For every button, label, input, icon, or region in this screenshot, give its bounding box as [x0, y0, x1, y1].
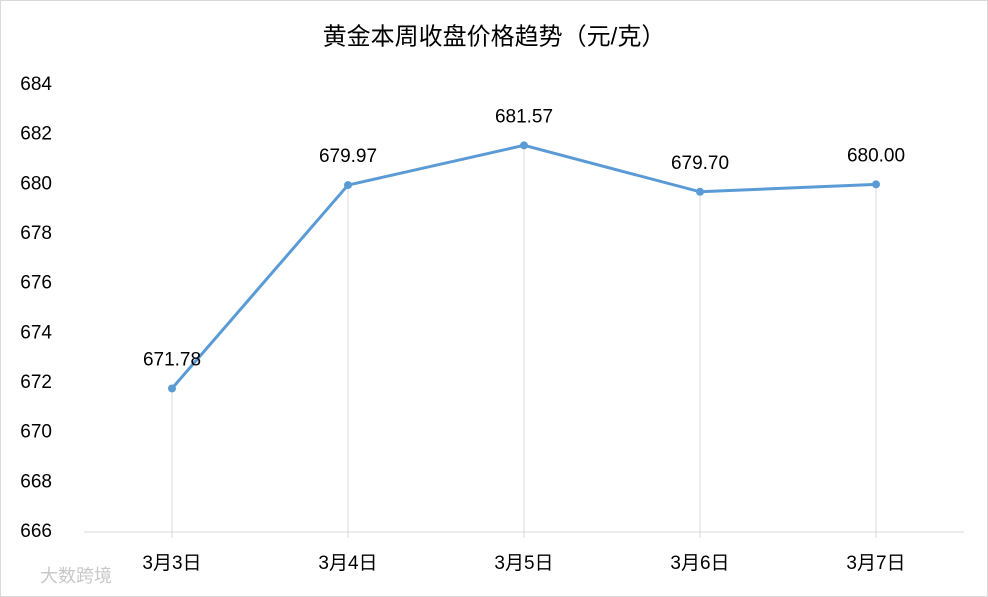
x-tick-label: 3月3日 [142, 553, 201, 574]
x-tick-label: 3月7日 [846, 553, 905, 574]
x-tick-label: 3月6日 [670, 553, 729, 574]
y-tick-label: 668 [20, 471, 52, 492]
y-tick-label: 670 [20, 422, 52, 443]
data-label: 679.97 [319, 146, 377, 167]
x-tick-label: 3月5日 [494, 553, 553, 574]
watermark: 大数跨境 [40, 566, 112, 586]
point [520, 141, 528, 150]
y-tick-label: 672 [20, 372, 52, 393]
point [344, 181, 352, 190]
data-label: 679.70 [671, 153, 729, 174]
data-label: 680.00 [847, 145, 905, 166]
x-tick-label: 3月4日 [318, 553, 377, 574]
data-label: 671.78 [143, 349, 201, 370]
data-label: 681.57 [495, 106, 553, 127]
point [168, 384, 176, 393]
y-tick-label: 682 [20, 124, 52, 145]
y-tick-label: 680 [20, 173, 52, 194]
y-tick-label: 674 [20, 322, 52, 343]
y-tick-label: 678 [20, 223, 52, 244]
point [872, 180, 880, 189]
point [696, 187, 704, 196]
y-tick-label: 666 [20, 521, 52, 542]
chart-title: 黄金本周收盘价格趋势（元/克） [323, 23, 666, 50]
y-tick-label: 676 [20, 273, 52, 294]
y-tick-label: 684 [20, 74, 52, 95]
